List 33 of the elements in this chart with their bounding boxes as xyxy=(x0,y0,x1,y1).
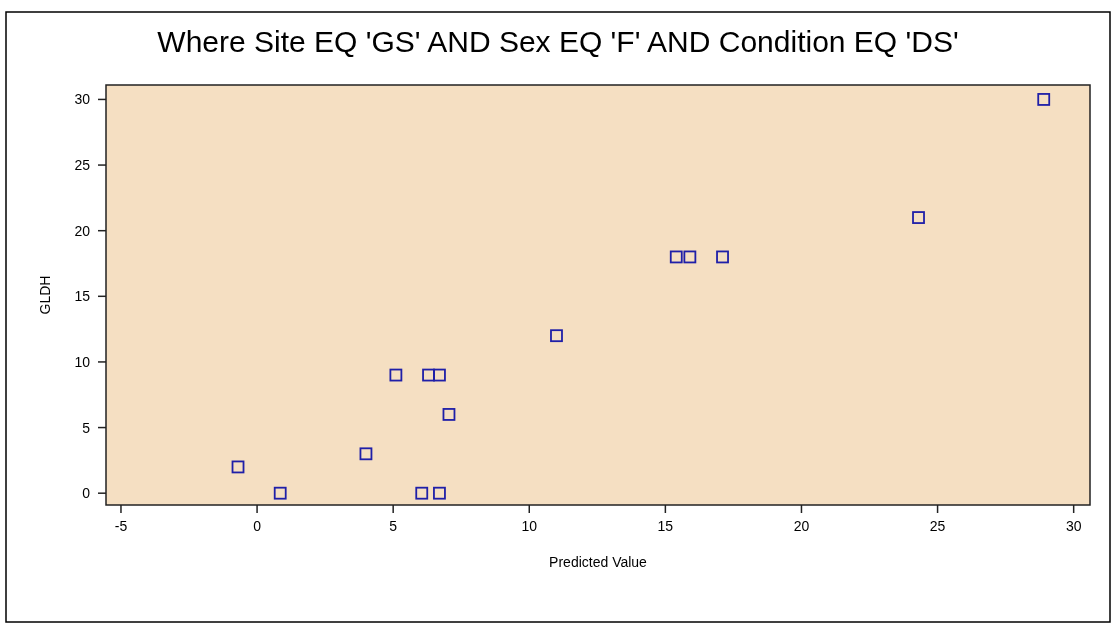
y-axis-title: GLDH xyxy=(37,275,53,315)
point xyxy=(389,368,403,382)
y-tick-label: 5 xyxy=(82,419,91,436)
x-tick-label: 0 xyxy=(253,518,262,534)
y-tick-label: 0 xyxy=(82,485,91,502)
x-tick-label: 10 xyxy=(521,518,538,534)
x-tick-label: -5 xyxy=(114,518,128,534)
point xyxy=(273,486,287,500)
y-tick-label: 15 xyxy=(74,288,91,305)
x-tick-label: 15 xyxy=(657,518,674,534)
point xyxy=(231,460,245,474)
point xyxy=(433,368,446,382)
x-tick-label: 30 xyxy=(1065,518,1082,534)
x-tick-label: 20 xyxy=(793,518,810,534)
y-tick-label: 30 xyxy=(74,91,91,108)
point xyxy=(669,250,683,264)
chart-title: Where Site EQ 'GS' AND Sex EQ 'F' AND Condition EQ 'DS' xyxy=(157,25,959,58)
point xyxy=(359,447,373,461)
x-tick-label: 5 xyxy=(389,518,398,534)
point xyxy=(912,211,925,224)
point xyxy=(442,408,456,421)
point xyxy=(1037,93,1051,106)
point xyxy=(683,250,697,264)
y-tick-label: 10 xyxy=(74,353,91,370)
x-tick-label: 25 xyxy=(929,518,946,534)
point xyxy=(550,329,563,343)
y-tick-label: 25 xyxy=(74,157,91,174)
point xyxy=(422,368,435,382)
point xyxy=(433,486,446,500)
y-tick-label: 20 xyxy=(74,222,91,239)
x-axis-title: Predicted Value xyxy=(549,554,648,570)
point xyxy=(415,486,429,500)
point xyxy=(716,250,729,264)
